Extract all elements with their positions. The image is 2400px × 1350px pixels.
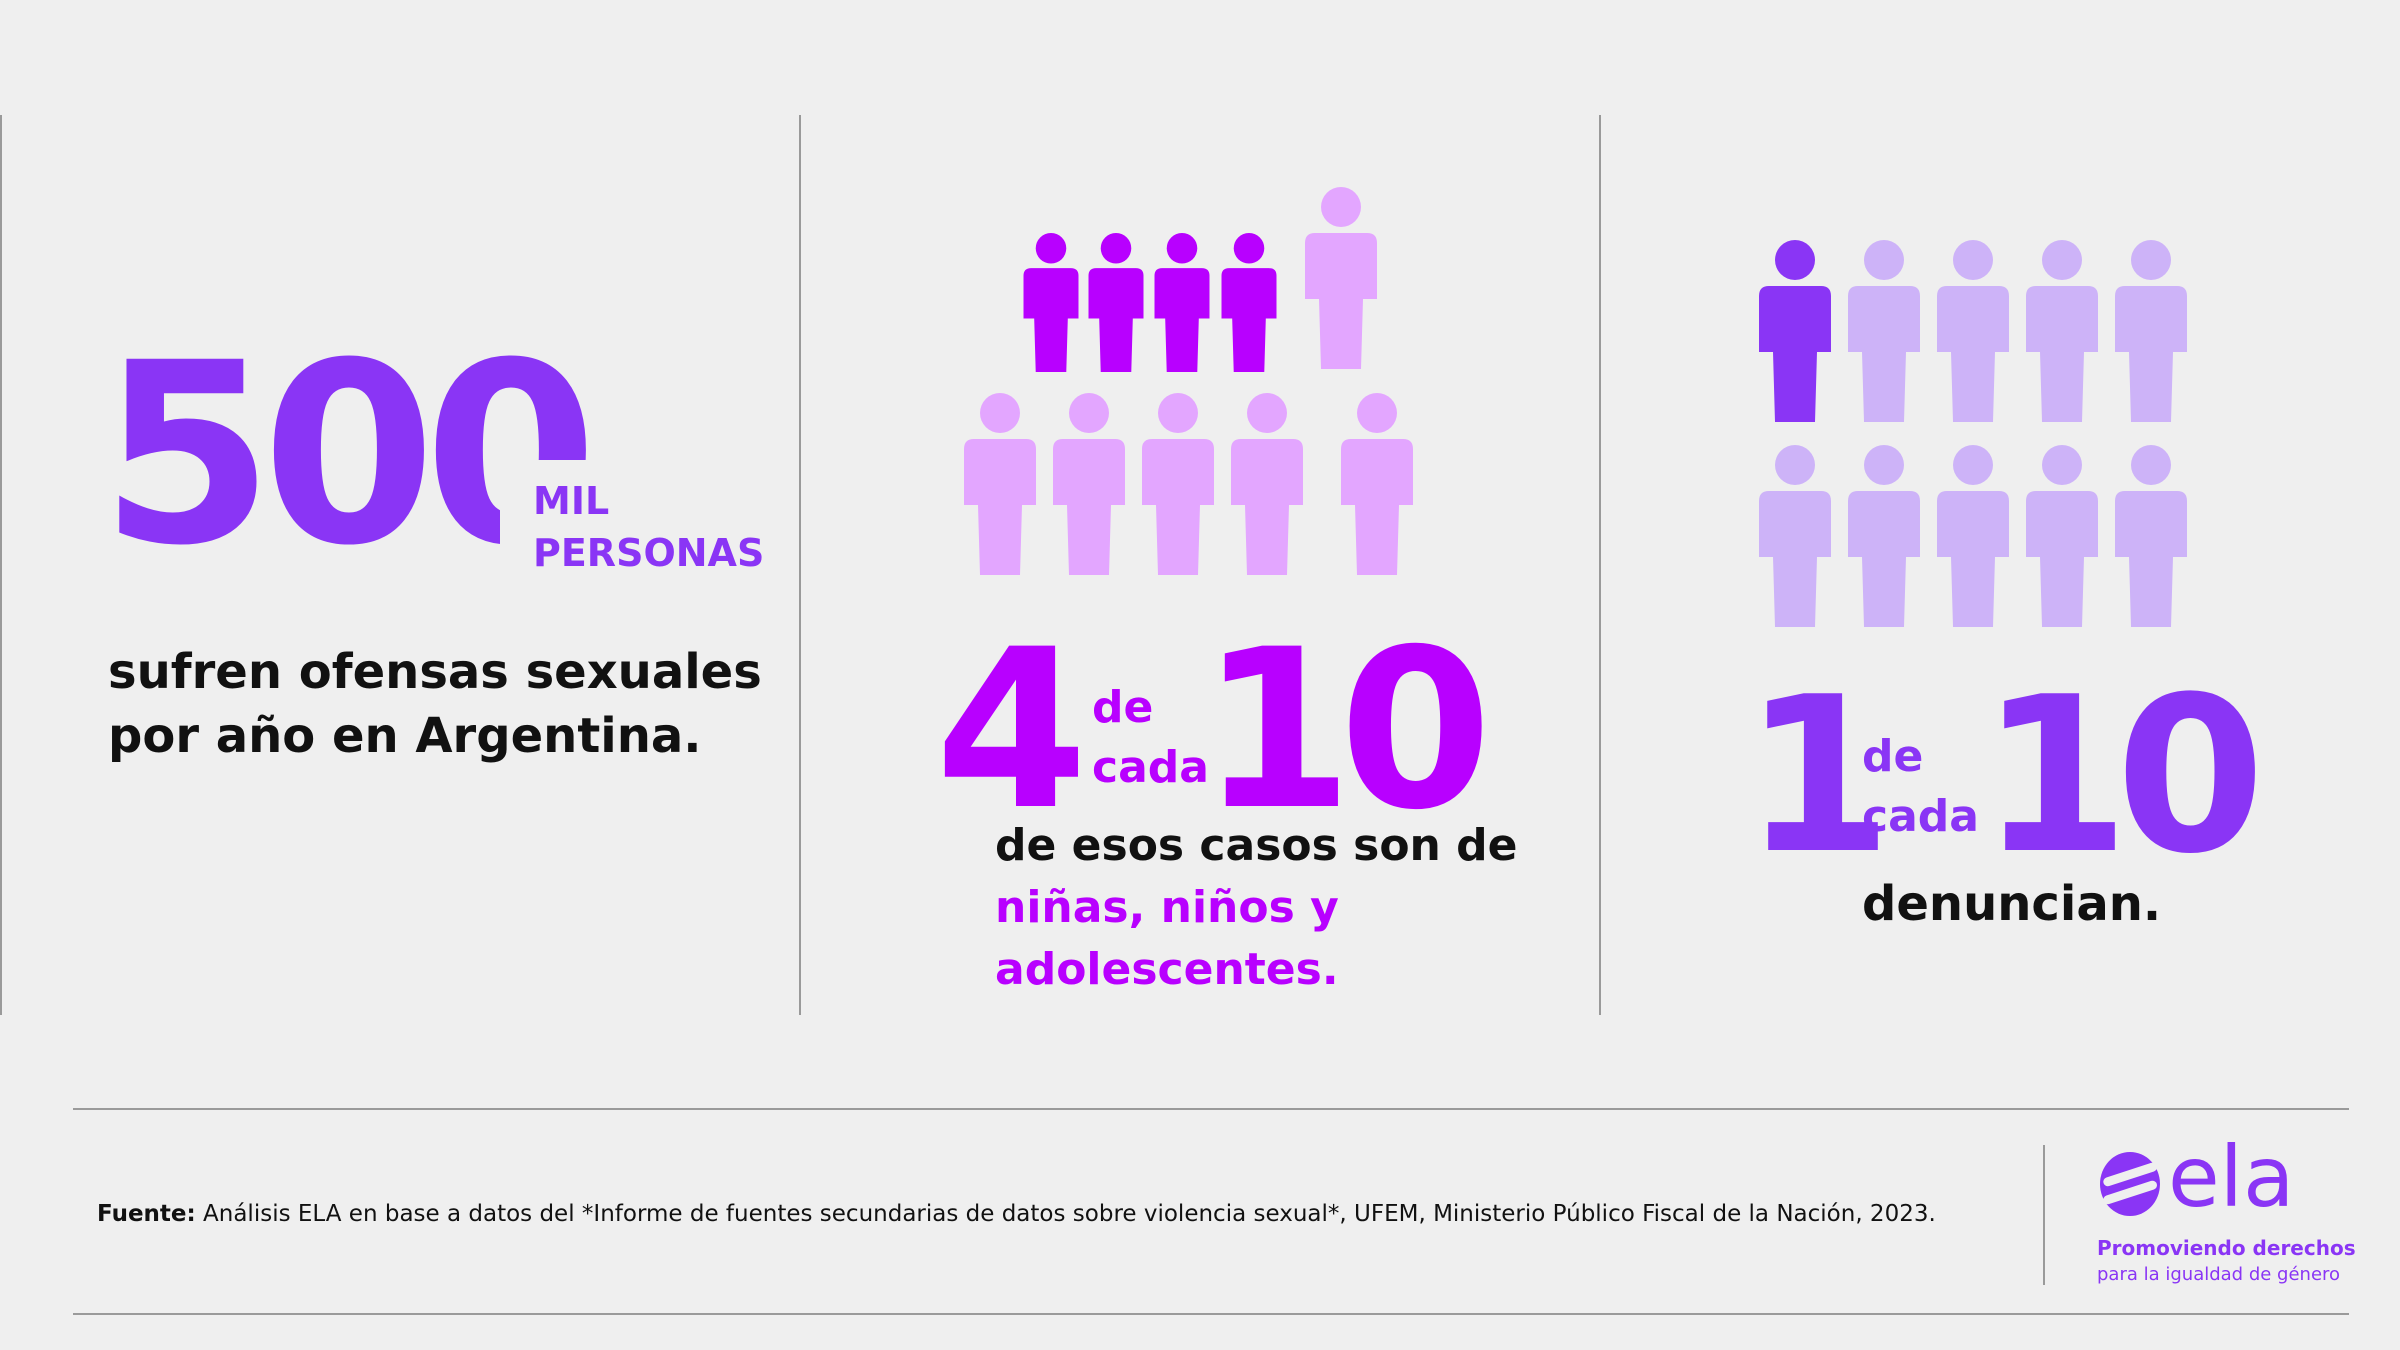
person-icon (1759, 445, 1831, 627)
footer-top-rule (73, 1108, 2349, 1110)
person-icon (1305, 187, 1377, 369)
panel2-description: de esos casos son de niñas, niños y adol… (995, 815, 1518, 1001)
person-icon (1221, 233, 1277, 373)
person-icon (2115, 240, 2187, 422)
source-label: Fuente: (97, 1201, 196, 1227)
panel3-cada: cada (1862, 791, 1979, 842)
person-icon (1053, 393, 1125, 575)
person-icon (1341, 393, 1413, 575)
logo-tagline-1: Promoviendo derechos (2097, 1236, 2356, 1260)
stat-unit-mil: MIL (533, 479, 610, 523)
ela-logo-word: ela (2168, 1128, 2295, 1226)
panel3-de: de (1862, 731, 1924, 782)
panel1-description-line2: por año en Argentina. (108, 708, 702, 764)
panel2-numerator: 4 (935, 602, 1089, 858)
person-icon (1937, 240, 2009, 422)
panel3-description: denuncian. (1862, 876, 2162, 932)
person-icon (1848, 240, 1920, 422)
stat-unit-personas: PERSONAS (533, 531, 765, 575)
panel3-numerator: 1 (1743, 650, 1893, 901)
footer-logo-divider (2043, 1145, 2045, 1285)
panel1-description: sufren ofensas sexuales por año en Argen… (108, 640, 762, 768)
divider-middle-2 (1599, 115, 1601, 1015)
footer-bottom-rule (73, 1313, 2349, 1315)
person-icon (1848, 445, 1920, 627)
person-icon (1142, 393, 1214, 575)
person-icon (1023, 233, 1079, 373)
ela-logo-mark (2100, 1152, 2160, 1216)
stat-unit: MIL PERSONAS (533, 475, 764, 579)
person-icon (1231, 393, 1303, 575)
divider-left (0, 115, 2, 1015)
person-icon (964, 393, 1036, 575)
stat-500-cutout (500, 460, 618, 585)
divider-middle-1 (799, 115, 801, 1015)
person-icon (1088, 233, 1144, 373)
panel2-denominator: 10 (1200, 602, 1492, 858)
source-note: Fuente: Análisis ELA en base a datos del… (97, 1201, 1936, 1227)
person-icon (2026, 445, 2098, 627)
panel2-de-cada: de cada (1092, 678, 1209, 798)
source-text: Análisis ELA en base a datos del *Inform… (195, 1201, 1936, 1227)
panel3-denominator: 10 (1980, 650, 2265, 901)
panel1-description-line1: sufren ofensas sexuales (108, 644, 762, 700)
person-icon (1154, 233, 1210, 373)
person-icon (2115, 445, 2187, 627)
panel2-description-line3: adolescentes. (995, 944, 1339, 995)
panel3-de-cada: de cada (1862, 727, 1979, 847)
panel2-de: de (1092, 682, 1154, 733)
person-icon (2026, 240, 2098, 422)
person-icon (1759, 240, 1831, 422)
logo-tagline-2: para la igualdad de género (2097, 1264, 2341, 1285)
person-icon (1937, 445, 2009, 627)
panel2-description-line2: niñas, niños y (995, 882, 1339, 933)
panel2-description-line1: de esos casos son de (995, 820, 1518, 871)
panel2-cada: cada (1092, 742, 1209, 793)
